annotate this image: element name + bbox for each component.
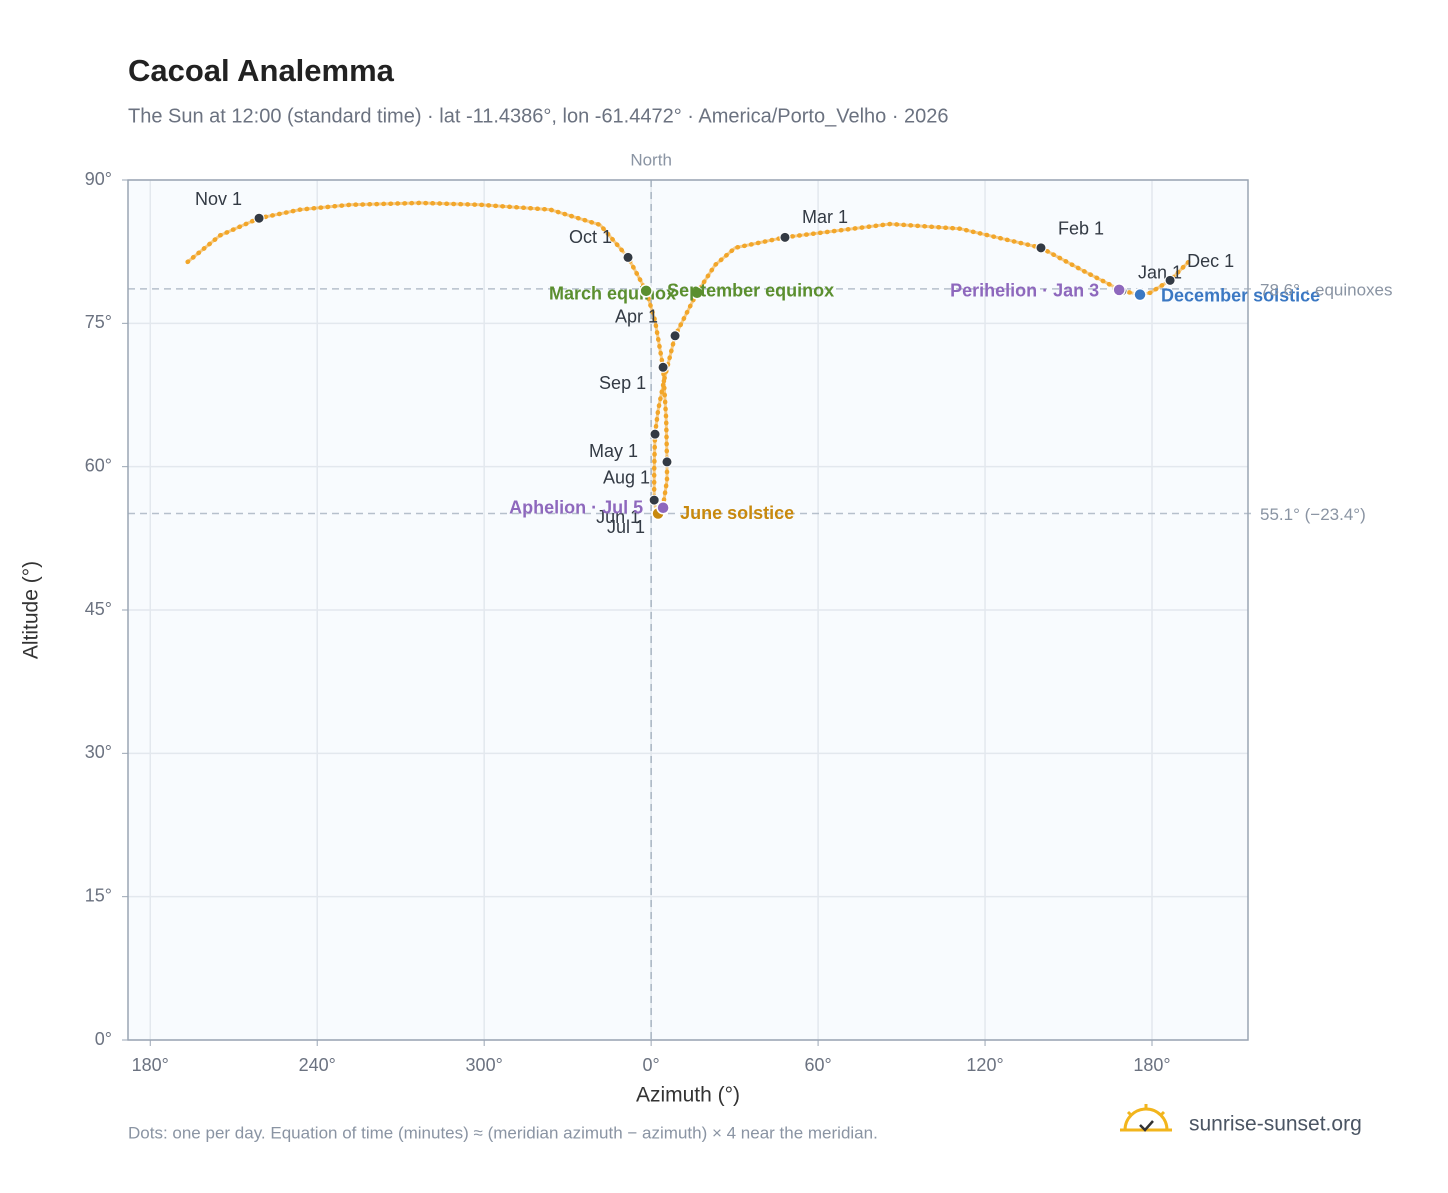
event-marker <box>1133 287 1147 302</box>
x-tick-label: 180° <box>132 1055 169 1075</box>
month-label: May 1 <box>589 441 638 461</box>
month-label: Aug 1 <box>603 468 650 488</box>
chart-subtitle: The Sun at 12:00 (standard time) · lat -… <box>128 105 949 127</box>
month-label: Jun 1 <box>596 507 640 527</box>
north-label: North <box>630 150 672 169</box>
brand: sunrise-sunset.org <box>1189 1113 1362 1136</box>
y-tick-label: 75° <box>85 312 112 332</box>
x-tick-label: 60° <box>804 1055 831 1075</box>
y-tick-label: 90° <box>85 169 112 189</box>
x-tick-label: 0° <box>643 1055 660 1075</box>
x-axis-title: Azimuth (°) <box>636 1084 740 1107</box>
month-label: Oct 1 <box>569 227 612 247</box>
month-label: Apr 1 <box>615 307 658 327</box>
month-marker <box>622 251 634 263</box>
month-marker <box>1035 242 1047 254</box>
x-tick-label: 240° <box>299 1055 336 1075</box>
footnote: Dots: one per day. Equation of time (min… <box>128 1123 878 1142</box>
event-label: December solstice <box>1161 285 1320 305</box>
month-label: Nov 1 <box>195 189 242 209</box>
event-marker <box>656 501 670 515</box>
month-marker <box>1164 274 1176 286</box>
month-label: Dec 1 <box>1187 251 1234 271</box>
event-marker <box>690 286 704 300</box>
y-tick-label: 30° <box>85 742 112 762</box>
event-label: Aphelion · Jul 5 <box>509 498 643 518</box>
reference-label: 55.1° (−23.4°) <box>1260 505 1366 524</box>
y-axis-title: Altitude (°) <box>20 561 43 659</box>
x-tick-label: 300° <box>466 1055 503 1075</box>
y-tick-label: 15° <box>85 885 112 905</box>
event-label: March equinox <box>549 284 676 304</box>
chart-title: Cacoal Analemma <box>128 53 395 88</box>
month-label: Sep 1 <box>599 373 646 393</box>
x-tick-label: 120° <box>966 1055 1003 1075</box>
month-marker <box>648 494 660 506</box>
event-label: September equinox <box>667 281 834 301</box>
month-marker <box>649 428 661 440</box>
y-tick-label: 60° <box>85 455 112 475</box>
month-label: Mar 1 <box>802 207 848 227</box>
reference-label: 78.6° · equinoxes <box>1260 280 1393 299</box>
month-label: Jul 1 <box>607 517 645 537</box>
month-marker <box>657 361 669 373</box>
month-label: Feb 1 <box>1058 219 1104 239</box>
month-marker <box>669 330 681 342</box>
y-tick-label: 0° <box>95 1029 112 1049</box>
event-marker <box>1112 283 1126 297</box>
event-marker <box>639 284 653 298</box>
y-tick-label: 45° <box>85 599 112 619</box>
event-label: Perihelion · Jan 3 <box>950 281 1099 301</box>
brand-logo <box>1120 1104 1172 1132</box>
month-marker <box>661 456 673 468</box>
month-marker <box>779 231 791 243</box>
month-marker <box>253 212 265 224</box>
x-tick-label: 180° <box>1133 1055 1170 1075</box>
event-label: June solstice <box>680 503 794 523</box>
